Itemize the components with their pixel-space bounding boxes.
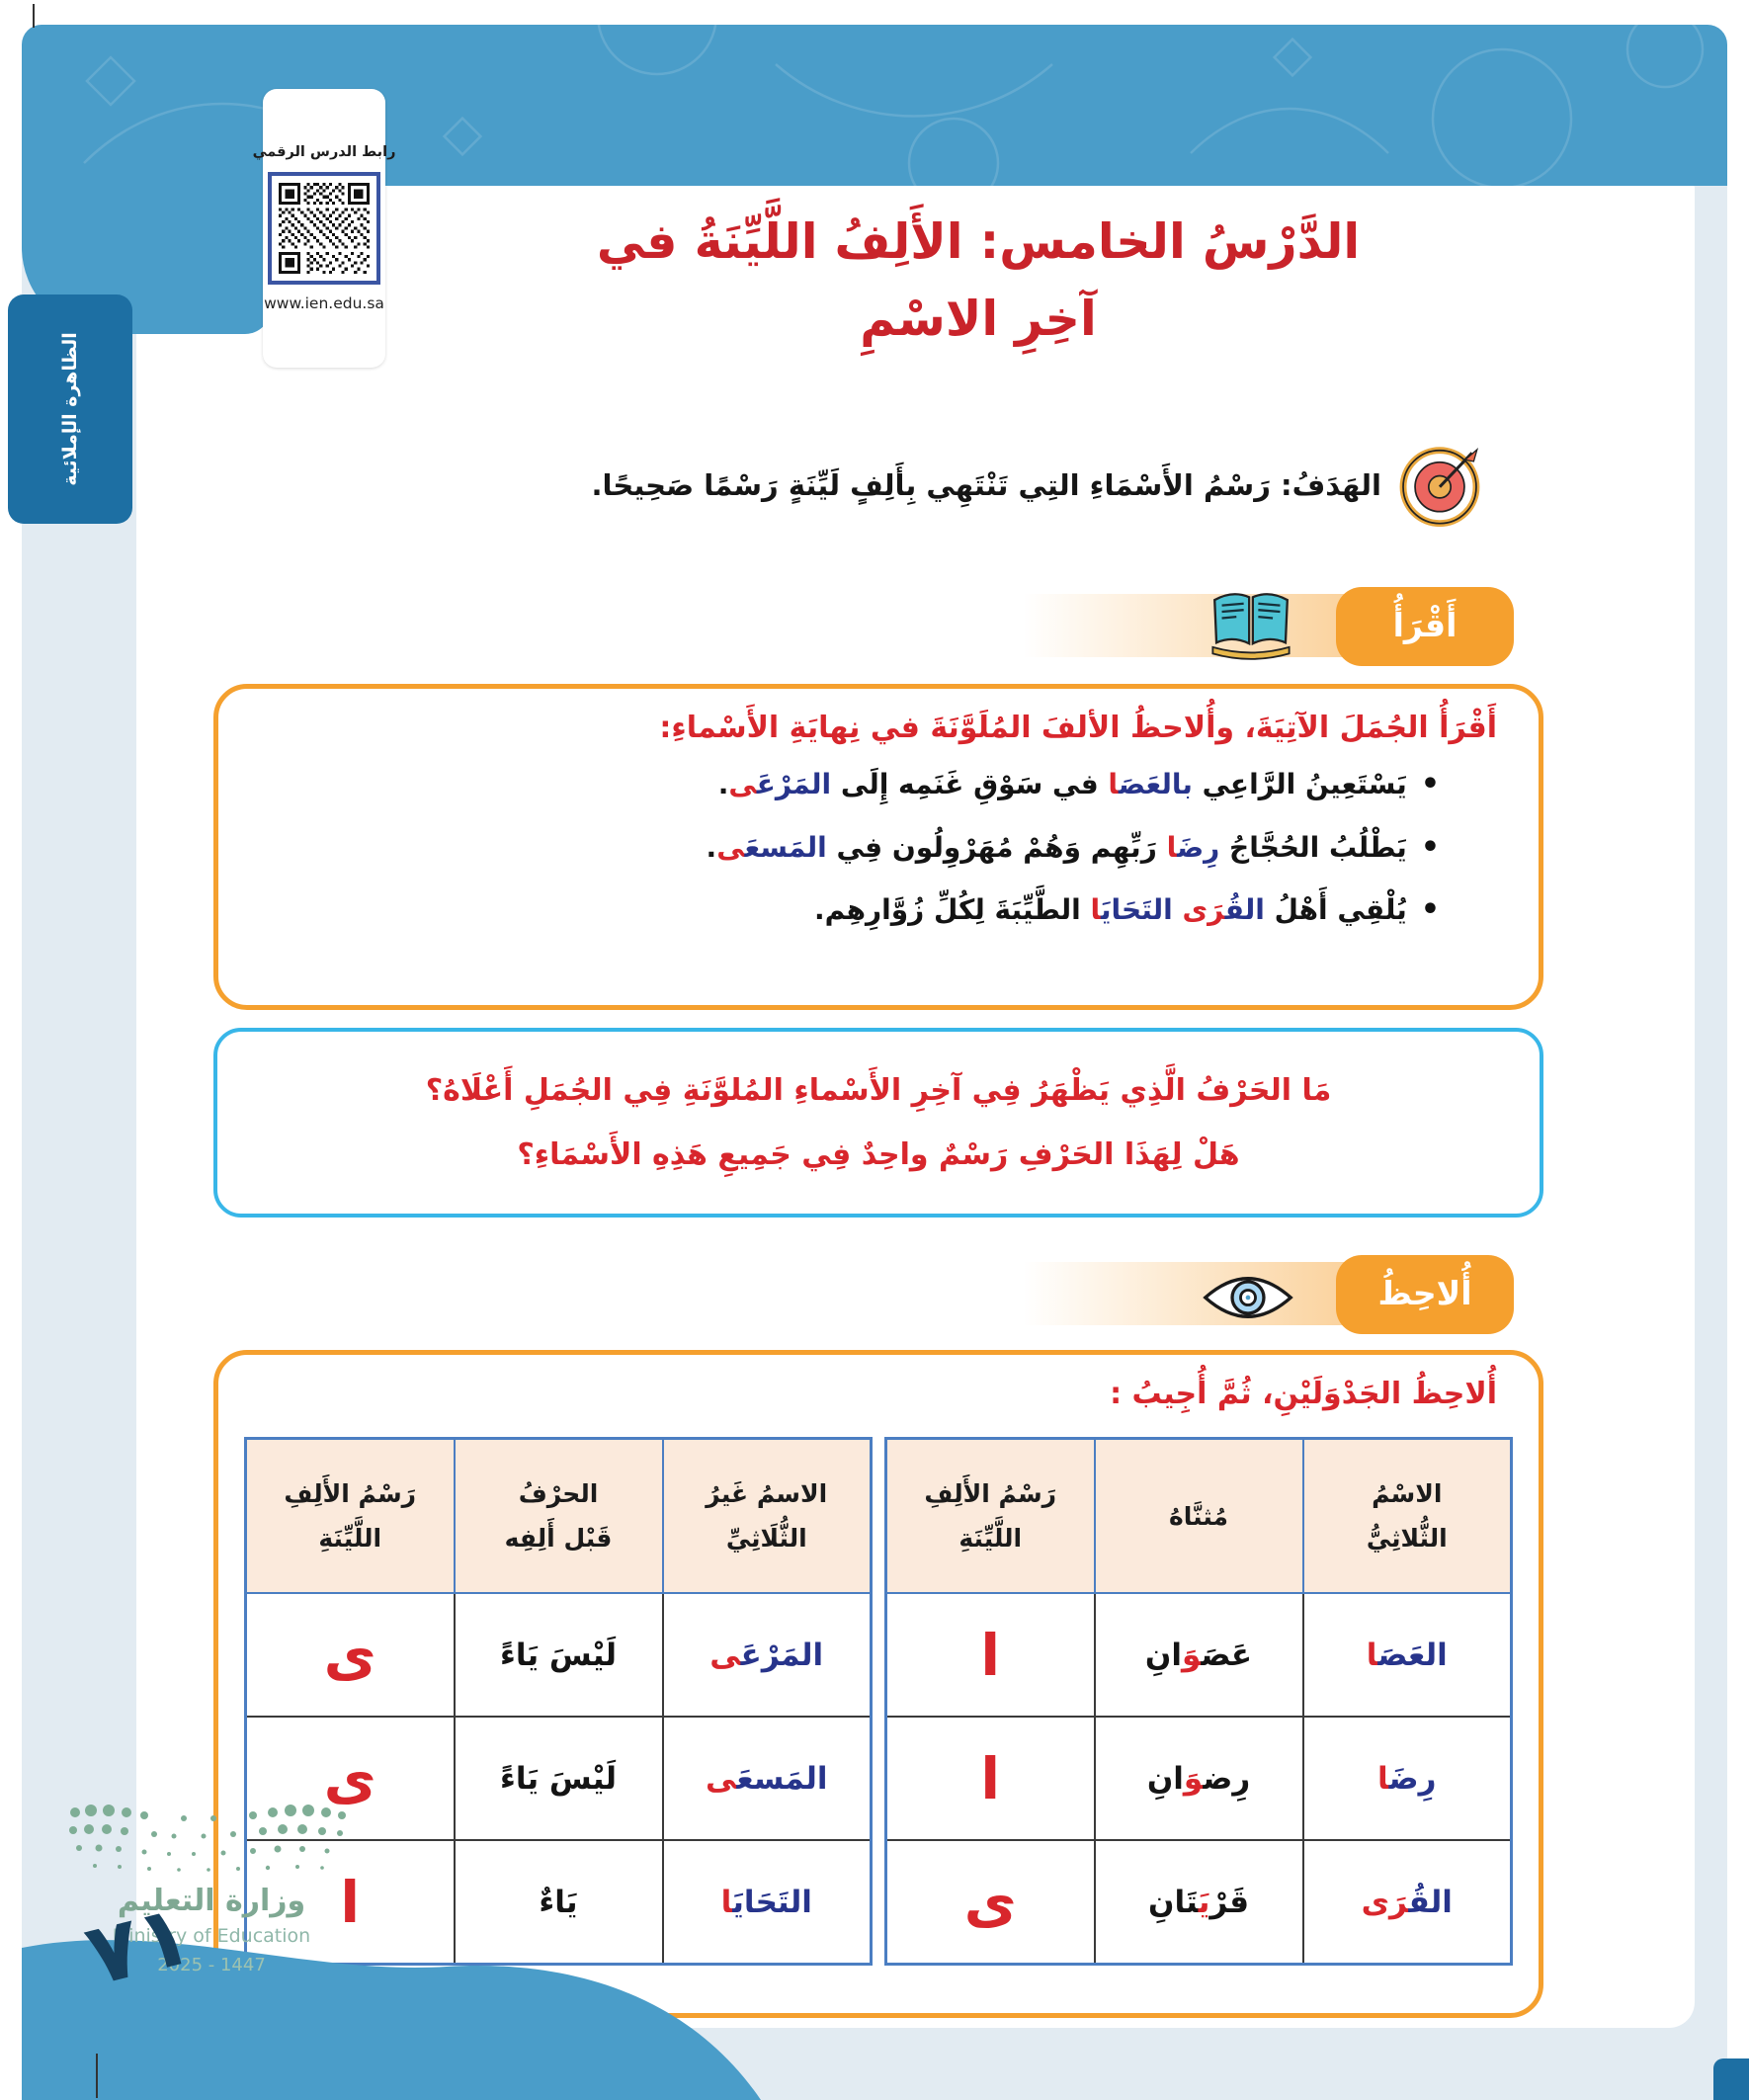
table-row: التَحَايَ‍‍ا يَاءٌ ا xyxy=(244,1839,873,1966)
table-row: المَسعَ‍‍ى لَيْسَ يَاءً ى xyxy=(244,1716,873,1841)
crop-mark xyxy=(33,4,35,28)
read-section-badge: أَقْرَأُ xyxy=(1336,587,1514,666)
lesson-goal: الهَدَفُ: رَسْمُ الأَسْمَاءِ التِي تَنْت… xyxy=(592,443,1482,528)
question-box: مَا الحَرْفُ الَّذِي يَظْهَرُ فِي آخِرِ … xyxy=(213,1028,1543,1218)
tables-row: الاسْمُ الثُّلاثِيُّ مُثنَّاهُ رَسْمُ ال… xyxy=(244,1437,1513,1966)
lesson-title-line1: الدَّرْسُ الخامس: الأَلِفُ اللَّيِّنَةُ … xyxy=(596,213,1361,270)
sentence-item: يَسْتَعِينُ الرَّاعِي بالعَصَ‍‍ا في سَوْ… xyxy=(248,763,1440,806)
header-dual-form: مُثنَّاهُ xyxy=(1093,1437,1304,1594)
ministry-name-arabic: وزارة التعليم xyxy=(117,1884,306,1918)
example-sentences: يَسْتَعِينُ الرَّاعِي بالعَصَ‍‍ا في سَوْ… xyxy=(248,763,1440,932)
table-row: رِضَ‍‍ا رِض‍‍وَانِ ا xyxy=(884,1716,1513,1841)
table-header-row: الاسْمُ الثُّلاثِيُّ مُثنَّاهُ رَسْمُ ال… xyxy=(884,1437,1513,1594)
goal-text: الهَدَفُ: رَسْمُ الأَسْمَاءِ التِي تَنْت… xyxy=(591,468,1381,502)
ministry-logo-dots xyxy=(65,1801,354,1891)
question-line-1: مَا الحَرْفُ الَّذِي يَظْهَرُ فِي آخِرِ … xyxy=(425,1073,1332,1108)
target-icon xyxy=(1397,443,1482,528)
header-letter-before-alif: الحرْفُ قَبْل أَلِفِه xyxy=(453,1437,664,1594)
qr-label: رابط الدرس الرقمي xyxy=(252,144,396,160)
observe-activity-box: أُلاحِظُ الجَدْوَلَيْنِ، ثُمَّ أُجِيبُ :… xyxy=(213,1350,1543,2018)
sentence-item: يُلْقِي أَهْلُ القُ‍‍رَى التَحَايَ‍‍ا ال… xyxy=(248,888,1440,932)
alif-cell: ى xyxy=(884,1839,1096,1966)
ministry-name-english: Ministry of Education xyxy=(112,1925,311,1947)
read-badge-label: أَقْرَأُ xyxy=(1392,605,1458,644)
table-row: القُ‍‍رَى قَرْيَ‍‍تَانِ ى xyxy=(884,1839,1513,1966)
dual-cell: عَصَ‍‍وَانِ xyxy=(1093,1592,1304,1718)
noun-cell: القُ‍‍رَى xyxy=(1301,1839,1513,1966)
header-alif-shape: رَسْمُ الأَلِفِ اللَّيِّنَةِ xyxy=(244,1437,456,1594)
alif-cell: ا xyxy=(884,1592,1096,1718)
observe-instruction: أُلاحِظُ الجَدْوَلَيْنِ، ثُمَّ أُجِيبُ : xyxy=(1110,1377,1497,1411)
open-book-icon xyxy=(1206,581,1296,666)
alif-cell: ا xyxy=(884,1716,1096,1841)
observe-badge-label: أُلاحِظُ xyxy=(1377,1273,1472,1312)
letter-cell: لَيْسَ يَاءً xyxy=(453,1716,664,1841)
noun-cell: المَرْعَ‍‍ى xyxy=(661,1592,873,1718)
alif-cell: ا xyxy=(244,1839,456,1966)
letter-cell: يَاءٌ xyxy=(453,1839,664,1966)
eye-icon xyxy=(1202,1265,1294,1330)
noun-cell: رِضَ‍‍ا xyxy=(1301,1716,1513,1841)
dual-cell: قَرْيَ‍‍تَانِ xyxy=(1093,1839,1304,1966)
question-line-2: هَلْ لِهَذَا الحَرْفِ رَسْمٌ واحِدٌ فِي … xyxy=(517,1137,1240,1172)
sentence-item: يَطْلُبُ الحُجَّاجُ رِضَ‍‍ا رَبِّهِم وَه… xyxy=(248,826,1440,870)
table-row: المَرْعَ‍‍ى لَيْسَ يَاءً ى xyxy=(244,1592,873,1718)
digital-lesson-link-tab: رابط الدرس الرقمي www.ien.edu.sa xyxy=(253,89,395,368)
header-alif-shape: رَسْمُ الأَلِفِ اللَّيِّنَةِ xyxy=(884,1437,1096,1594)
noun-cell: العَصَ‍‍ا xyxy=(1301,1592,1513,1718)
table-header-row: الاسمُ غَيرُ الثُّلَاثِيِّ الحرْفُ قَبْل… xyxy=(244,1437,873,1594)
corner-accent-square xyxy=(1713,2058,1749,2100)
header-non-trilateral-noun: الاسمُ غَيرُ الثُّلَاثِيِّ xyxy=(661,1437,873,1594)
table-non-trilateral-nouns: الاسمُ غَيرُ الثُّلَاثِيِّ الحرْفُ قَبْل… xyxy=(244,1437,873,1966)
noun-cell: المَسعَ‍‍ى xyxy=(661,1716,873,1841)
alif-cell: ى xyxy=(244,1592,456,1718)
observe-badge-glow xyxy=(1023,1262,1349,1325)
edition-year: 2025 - 1447 xyxy=(157,1955,266,1975)
header-trilateral-noun: الاسْمُ الثُّلاثِيُّ xyxy=(1301,1437,1513,1594)
alif-cell: ى xyxy=(244,1716,456,1841)
noun-cell: التَحَايَ‍‍ا xyxy=(661,1839,873,1966)
qr-url: www.ien.edu.sa xyxy=(264,294,384,312)
lesson-title-line2: آخِرِ الاسْمِ xyxy=(860,291,1097,348)
sidebar-unit-label: الظاهرة الإملائية xyxy=(59,332,81,486)
crop-mark xyxy=(96,2054,98,2098)
lesson-title: الدَّرْسُ الخامس: الأَلِفُ اللَّيِّنَةُ … xyxy=(395,204,1561,359)
table-trilateral-nouns: الاسْمُ الثُّلاثِيُّ مُثنَّاهُ رَسْمُ ال… xyxy=(884,1437,1513,1966)
letter-cell: لَيْسَ يَاءً xyxy=(453,1592,664,1718)
read-activity-box: أَقْرَأُ الجُمَلَ الآتِيَةَ، وأُلاحظُ ال… xyxy=(213,684,1543,1010)
read-instruction: أَقْرَأُ الجُمَلَ الآتِيَةَ، وأُلاحظُ ال… xyxy=(659,711,1497,745)
qr-code-icon xyxy=(268,172,380,285)
observe-section-badge: أُلاحِظُ xyxy=(1336,1255,1514,1334)
table-row: العَصَ‍‍ا عَصَ‍‍وَانِ ا xyxy=(884,1592,1513,1718)
read-badge-glow xyxy=(1023,594,1349,657)
footer-wave xyxy=(22,1940,842,2100)
sidebar-unit-tab: الظاهرة الإملائية xyxy=(8,294,132,524)
dual-cell: رِض‍‍وَانِ xyxy=(1093,1716,1304,1841)
